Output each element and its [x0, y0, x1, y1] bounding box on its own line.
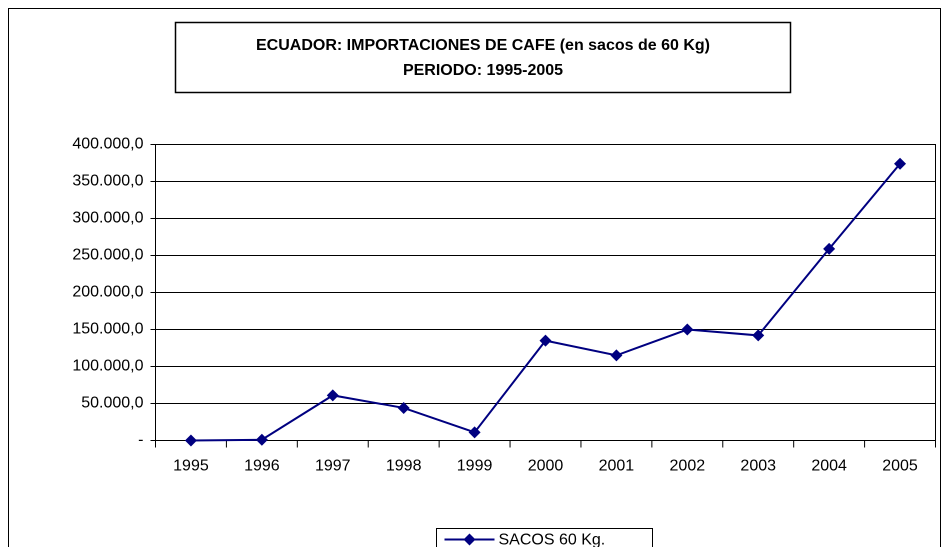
marker — [326, 389, 339, 402]
legend-label: SACOS 60 Kg. — [499, 532, 606, 547]
y-tick-label: 250.000,0 — [72, 247, 143, 264]
x-tick-label: 1998 — [386, 458, 422, 475]
legend-marker — [463, 533, 476, 546]
y-tick-label: 200.000,0 — [72, 284, 143, 301]
marker — [184, 434, 197, 447]
marker — [255, 433, 268, 446]
legend-box — [436, 528, 653, 547]
y-tick-label: 150.000,0 — [72, 321, 143, 338]
x-tick-label: 1996 — [244, 458, 280, 475]
chart-subtitle: PERIODO: 1995-2005 — [403, 62, 563, 79]
x-tick-label: 2002 — [670, 458, 706, 475]
x-tick-label: 2001 — [599, 458, 635, 475]
y-tick-label: 50.000,0 — [81, 395, 143, 412]
marker — [823, 242, 836, 255]
x-tick-label: 2000 — [528, 458, 564, 475]
marker — [752, 329, 765, 342]
marker — [539, 334, 552, 347]
y-tick-label: 300.000,0 — [72, 210, 143, 227]
marker — [468, 426, 481, 439]
x-tick-label: 2005 — [882, 458, 918, 475]
marker — [397, 401, 410, 414]
x-tick-label: 2004 — [811, 458, 847, 475]
y-tick-label: 350.000,0 — [72, 173, 143, 190]
y-tick-label: - — [138, 432, 143, 449]
marker — [610, 349, 623, 362]
y-tick-label: 100.000,0 — [72, 358, 143, 375]
marker — [894, 157, 907, 170]
x-tick-label: 1999 — [457, 458, 493, 475]
x-tick-label: 1995 — [173, 458, 209, 475]
chart-title: ECUADOR: IMPORTACIONES DE CAFE (en sacos… — [256, 37, 710, 54]
x-tick-label: 1997 — [315, 458, 351, 475]
title-box — [174, 21, 792, 94]
marker — [681, 323, 694, 336]
x-tick-label: 2003 — [740, 458, 776, 475]
y-tick-label: 400.000,0 — [72, 136, 143, 153]
